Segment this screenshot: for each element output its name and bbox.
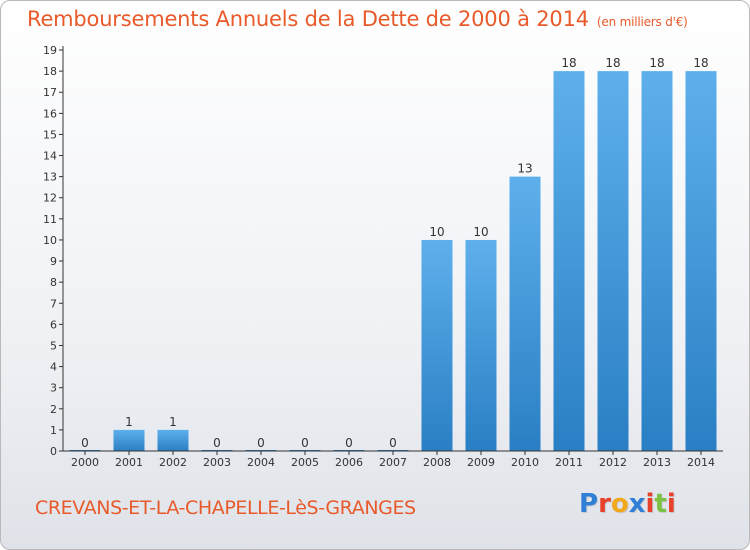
y-tick-label: 2 <box>50 403 57 416</box>
data-label-2006: 0 <box>345 436 353 450</box>
y-tick-label: 12 <box>43 192 57 205</box>
y-tick-label: 14 <box>43 150 57 163</box>
x-tick-label-2003: 2003 <box>203 456 231 469</box>
y-tick-label: 7 <box>50 297 57 310</box>
y-tick-label: 13 <box>43 171 57 184</box>
proxiti-logo: Proxiti <box>579 489 676 519</box>
y-tick-label: 9 <box>50 255 57 268</box>
x-tick-label-2011: 2011 <box>555 456 583 469</box>
data-label-2002: 1 <box>169 415 177 429</box>
proxiti-letter: t <box>654 489 667 519</box>
bar-2014 <box>685 71 717 452</box>
unit-label: (en milliers d'€) <box>596 15 688 29</box>
x-tick-label-2014: 2014 <box>687 456 715 469</box>
data-label-2008: 10 <box>429 225 444 239</box>
bar-2009 <box>465 239 497 451</box>
y-tick-label: 10 <box>43 234 57 247</box>
y-tick-label: 6 <box>50 318 57 331</box>
y-tick-label: 5 <box>50 339 57 352</box>
bar-2011 <box>553 71 585 452</box>
y-tick-label: 19 <box>43 44 57 57</box>
y-tick-label: 18 <box>43 65 57 78</box>
proxiti-letter: P <box>579 489 599 519</box>
x-tick-label-2010: 2010 <box>511 456 539 469</box>
bar-2012 <box>597 71 629 452</box>
y-tick-label: 16 <box>43 107 57 120</box>
x-tick-label-2006: 2006 <box>335 456 363 469</box>
bar-2013 <box>641 71 673 452</box>
commune-name: CREVANS-ET-LA-CHAPELLE-LèS-GRANGES <box>35 497 416 519</box>
x-tick-label-2009: 2009 <box>467 456 495 469</box>
x-tick-label-2012: 2012 <box>599 456 627 469</box>
data-label-2014: 18 <box>693 56 708 70</box>
x-tick-label-2004: 2004 <box>247 456 275 469</box>
bar-2002 <box>157 429 189 451</box>
chart-title: Remboursements Annuels de la Dette de 20… <box>27 7 688 31</box>
y-tick-label: 0 <box>50 445 57 458</box>
y-tick-label: 17 <box>43 86 57 99</box>
y-tick-label: 3 <box>50 382 57 395</box>
data-label-2007: 0 <box>389 436 397 450</box>
x-tick-label-2008: 2008 <box>423 456 451 469</box>
bar-2010 <box>509 176 541 451</box>
y-tick-label: 15 <box>43 128 57 141</box>
data-label-2000: 0 <box>81 436 89 450</box>
proxiti-letter: i <box>645 489 655 519</box>
proxiti-letter: i <box>666 489 676 519</box>
x-tick-label-2002: 2002 <box>159 456 187 469</box>
bar-2001 <box>113 429 145 451</box>
data-label-2009: 10 <box>473 225 488 239</box>
x-axis: 2000 2001 2002 2003 2004 2005 2006 2007 2008 2009… <box>63 450 723 469</box>
x-tick-label-2005: 2005 <box>291 456 319 469</box>
x-tick-label-2000: 2000 <box>71 456 99 469</box>
data-label-2010: 13 <box>517 162 532 176</box>
proxiti-letter: x <box>628 489 646 519</box>
x-tick-label-2001: 2001 <box>115 456 143 469</box>
data-label-2004: 0 <box>257 436 265 450</box>
y-tick-label: 1 <box>50 424 57 437</box>
chart-title-text: Remboursements Annuels de la Dette de 20… <box>27 7 589 31</box>
data-label-2013: 18 <box>649 56 664 70</box>
x-tick-label-2007: 2007 <box>379 456 407 469</box>
data-label-2005: 0 <box>301 436 309 450</box>
y-tick-label: 4 <box>50 361 57 374</box>
data-label-2011: 18 <box>561 56 576 70</box>
data-label-2003: 0 <box>213 436 221 450</box>
bar-2008 <box>421 239 453 451</box>
y-tick-label: 8 <box>50 276 57 289</box>
proxiti-letter: r <box>598 489 611 519</box>
y-tick-label: 11 <box>43 213 57 226</box>
data-label-2012: 18 <box>605 56 620 70</box>
data-label-2001: 1 <box>125 415 133 429</box>
proxiti-letter: o <box>610 489 629 519</box>
x-tick-label-2013: 2013 <box>643 456 671 469</box>
